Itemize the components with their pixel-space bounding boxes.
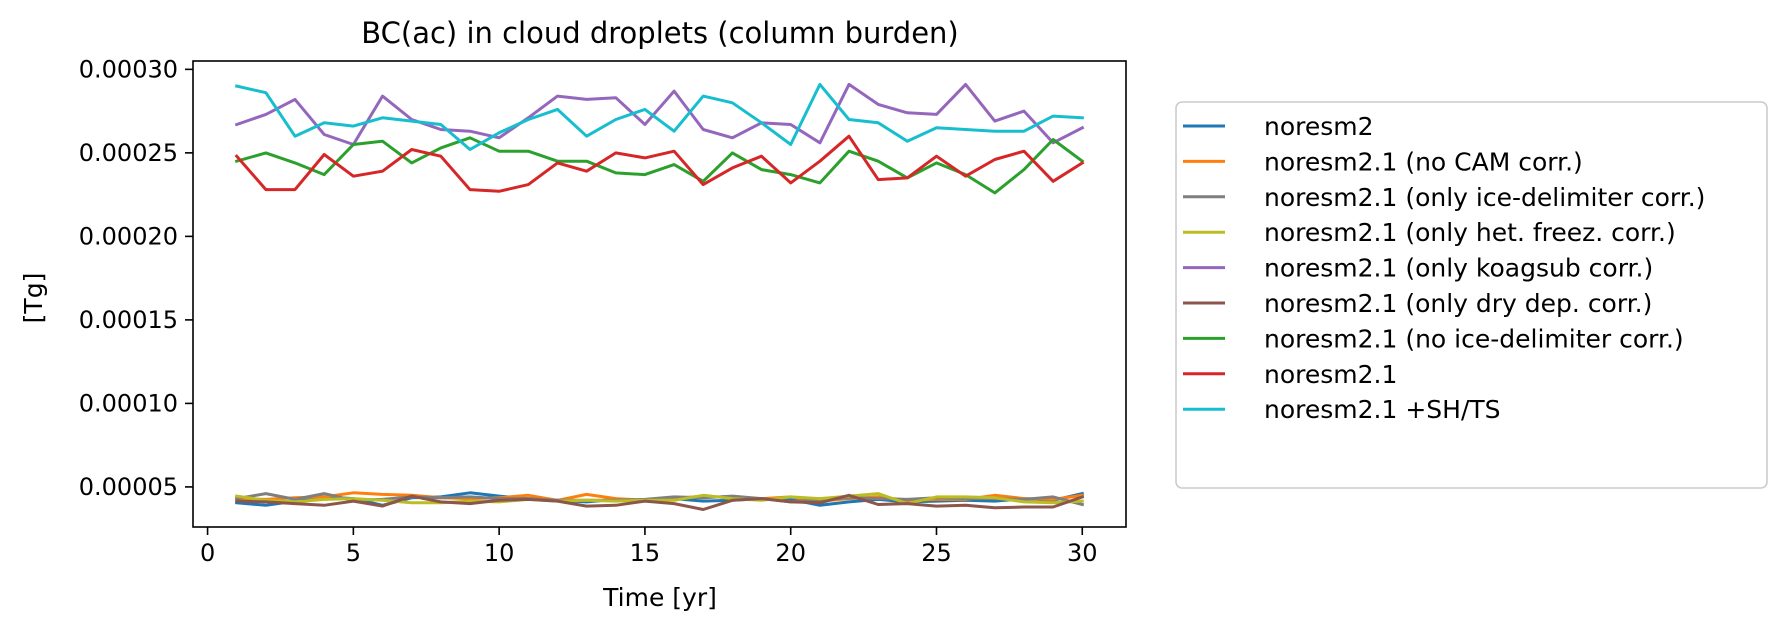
x-tick-label: 30: [1067, 539, 1098, 567]
x-tick-label: 25: [921, 539, 952, 567]
series-line-9: [234, 82, 1084, 151]
legend-label-8: noresm2.1: [1264, 360, 1397, 389]
series-line-7: [234, 136, 1085, 195]
legend-label-5: noresm2.1 (only koagsub corr.): [1264, 254, 1653, 283]
x-tick-label: 20: [775, 539, 806, 567]
series-line-5: [234, 82, 1085, 146]
series-layer: [234, 82, 1085, 511]
y-tick-label: 0.00005: [79, 473, 178, 501]
x-tick-label: 5: [346, 539, 361, 567]
legend-label-7: noresm2.1 (no ice-delimiter corr.): [1264, 324, 1684, 353]
series-line-4: [235, 492, 1084, 506]
legend-label-6: noresm2.1 (only dry dep. corr.): [1264, 289, 1652, 318]
legend-label-4: noresm2.1 (only het. freez. corr.): [1264, 218, 1676, 247]
chart-title: BC(ac) in cloud droplets (column burden): [361, 16, 958, 50]
legend-frame: [1175, 101, 1768, 489]
legend-label-9: noresm2.1 +SH/TS: [1264, 395, 1501, 424]
x-axis-label: Time [yr]: [602, 583, 717, 612]
series-line-8: [234, 134, 1085, 193]
series-line-6: [235, 493, 1085, 511]
y-tick-label: 0.00025: [79, 139, 178, 167]
y-axis: 0.00005 0.00010 0.00015 0.00020 0.00025 0.000…: [79, 55, 193, 501]
legend-label-3: noresm2.1 (only ice-delimiter corr.): [1264, 183, 1705, 212]
y-tick-label: 0.00030: [79, 55, 178, 83]
x-tick-label: 15: [630, 539, 661, 567]
legend-label-1: noresm2: [1264, 112, 1374, 141]
legend: noresm2 noresm2.1 (no CAM corr.) noresm2.1…: [1175, 101, 1768, 489]
legend-label-2: noresm2.1 (no CAM corr.): [1264, 147, 1583, 176]
x-axis: 0 5 10 15 20 25 30: [200, 527, 1098, 567]
plot-area-frame: [192, 60, 1127, 528]
x-tick-label: 10: [484, 539, 515, 567]
y-tick-label: 0.00015: [79, 306, 178, 334]
y-tick-label: 0.00020: [79, 222, 178, 250]
y-axis-label: [Tg]: [19, 273, 48, 324]
x-tick-label: 0: [200, 539, 215, 567]
y-tick-label: 0.00010: [79, 389, 178, 417]
